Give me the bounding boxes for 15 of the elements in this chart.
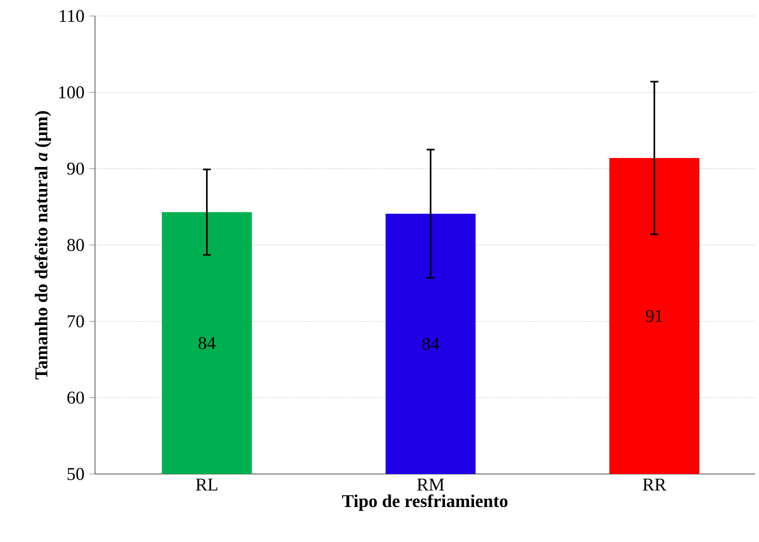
y-tick-label: 100 [59,86,84,98]
y-tick-label: 60 [67,392,84,404]
data-label: 84 [422,338,440,350]
data-label: 84 [198,337,216,350]
y-tick-label: 70 [68,315,84,328]
x-axis-title: Tipo de resfriamiento [342,494,508,511]
x-tick-label: RM [417,478,444,490]
x-tick-label: RR [642,478,666,490]
x-tick-label: RL [196,478,218,490]
y-tick-label: 50 [68,468,84,480]
data-label: 91 [646,310,662,322]
y-tick-label: 80 [67,238,84,252]
y-tick-label: 90 [67,162,84,175]
y-axis-title: Tamanho do defeito natural a (µm) [34,111,52,380]
y-tick-label: 110 [60,10,84,22]
